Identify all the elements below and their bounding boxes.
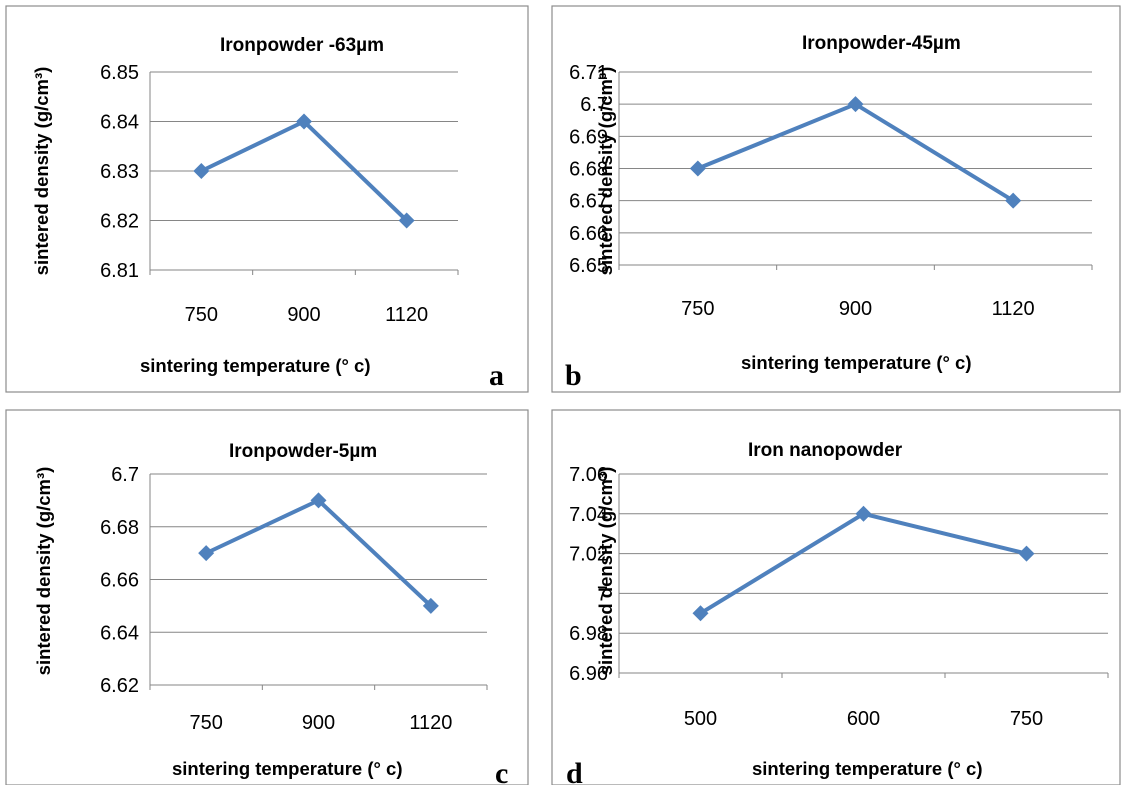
x-tick-label: 750 [189, 712, 222, 734]
data-point-marker [1018, 545, 1035, 562]
y-tick-label: 6.83 [100, 161, 139, 183]
panel-frame [551, 409, 1121, 786]
y-tick-label: 6.84 [100, 112, 139, 134]
x-tick-label: 600 [847, 708, 880, 730]
y-tick-label: 6.71 [569, 62, 608, 84]
y-tick-label: 6.66 [100, 570, 139, 592]
y-tick-label: 6.85 [100, 62, 139, 84]
y-tick-label: 6.62 [100, 675, 139, 697]
panel-letter: c [495, 757, 508, 785]
x-axis-title: sintering temperature (° c) [741, 352, 971, 373]
x-axis-title: sintering temperature (° c) [752, 758, 982, 779]
data-point-marker [310, 492, 327, 509]
y-axis-title: sintered density (g/cm³) [31, 67, 52, 276]
panel-letter: b [565, 359, 582, 392]
panel-frame [5, 5, 529, 393]
x-tick-label: 750 [185, 304, 218, 326]
x-axis-title: sintering temperature (° c) [140, 355, 370, 376]
chart-panel-b: 6.65 6.66 6.67 6.68 6.69 6.7 6.71 750 900 1120 Iro… [551, 5, 1121, 393]
panel-letter: a [489, 359, 504, 392]
data-point-marker [193, 163, 210, 179]
y-tick-label: 6.69 [569, 126, 608, 148]
y-tick-label: 6.98 [569, 623, 608, 645]
y-tick-label: 6.68 [100, 517, 139, 539]
chart-title: Ironpowder-45µm [802, 33, 961, 54]
data-point-marker [847, 96, 864, 113]
data-point-marker [1005, 192, 1022, 209]
data-point-marker [689, 160, 706, 177]
y-axis-title: sintered density (g/cm³) [33, 467, 54, 676]
panel-frame [5, 409, 529, 786]
data-point-marker [398, 212, 415, 229]
x-tick-label: 1120 [409, 712, 452, 734]
y-tick-label: 7.02 [569, 544, 608, 566]
y-tick-label: 6.81 [100, 260, 139, 282]
chart-panel-c: 6.62 6.64 6.66 6.68 6.7 750 900 1120 Ironpowder-… [5, 409, 529, 790]
y-tick-label: 7.06 [569, 464, 608, 486]
data-point-marker [198, 545, 215, 562]
y-tick-label: 6.96 [569, 663, 608, 685]
y-tick-label: 6.7 [580, 94, 608, 116]
data-point-marker [692, 605, 709, 622]
data-point-marker [855, 505, 872, 522]
y-tick-label: 6.67 [569, 191, 608, 213]
x-axis-title: sintering temperature (° c) [172, 758, 402, 779]
x-tick-label: 1120 [992, 298, 1035, 320]
x-tick-label: 500 [684, 708, 717, 730]
chart-panel-d: 6.96 6.98 7 7.02 7.04 7.06 500 600 750 Iron nanop… [551, 409, 1121, 790]
y-tick-label: 7.04 [569, 504, 608, 526]
chart-title: Ironpowder -63µm [220, 35, 384, 56]
y-tick-label: 6.7 [111, 464, 139, 486]
y-tick-label: 7 [597, 583, 608, 605]
y-tick-label: 6.66 [569, 223, 608, 245]
y-tick-label: 6.65 [569, 255, 608, 277]
x-tick-label: 900 [302, 712, 335, 734]
x-tick-label: 750 [681, 298, 714, 320]
y-axis-title: sintered density (g/cm³) [595, 67, 616, 276]
y-tick-label: 6.68 [569, 159, 608, 181]
chart-title: Ironpowder-5µm [229, 441, 377, 462]
panel-letter: d [566, 757, 583, 785]
panel-frame [551, 5, 1121, 393]
x-tick-label: 1120 [385, 304, 428, 326]
data-point-marker [296, 113, 312, 130]
x-tick-label: 900 [287, 304, 320, 326]
chart-panel-a: 6.81 6.82 6.83 6.84 6.85 750 900 1120 Ironpowder… [5, 5, 529, 393]
y-tick-label: 6.64 [100, 622, 139, 644]
y-axis-title: sintered density (g/cm³) [595, 467, 616, 676]
x-tick-label: 900 [839, 298, 872, 320]
data-point-marker [422, 597, 439, 614]
y-tick-label: 6.82 [100, 211, 139, 233]
x-tick-label: 750 [1010, 708, 1043, 730]
chart-title: Iron nanopowder [748, 440, 903, 461]
